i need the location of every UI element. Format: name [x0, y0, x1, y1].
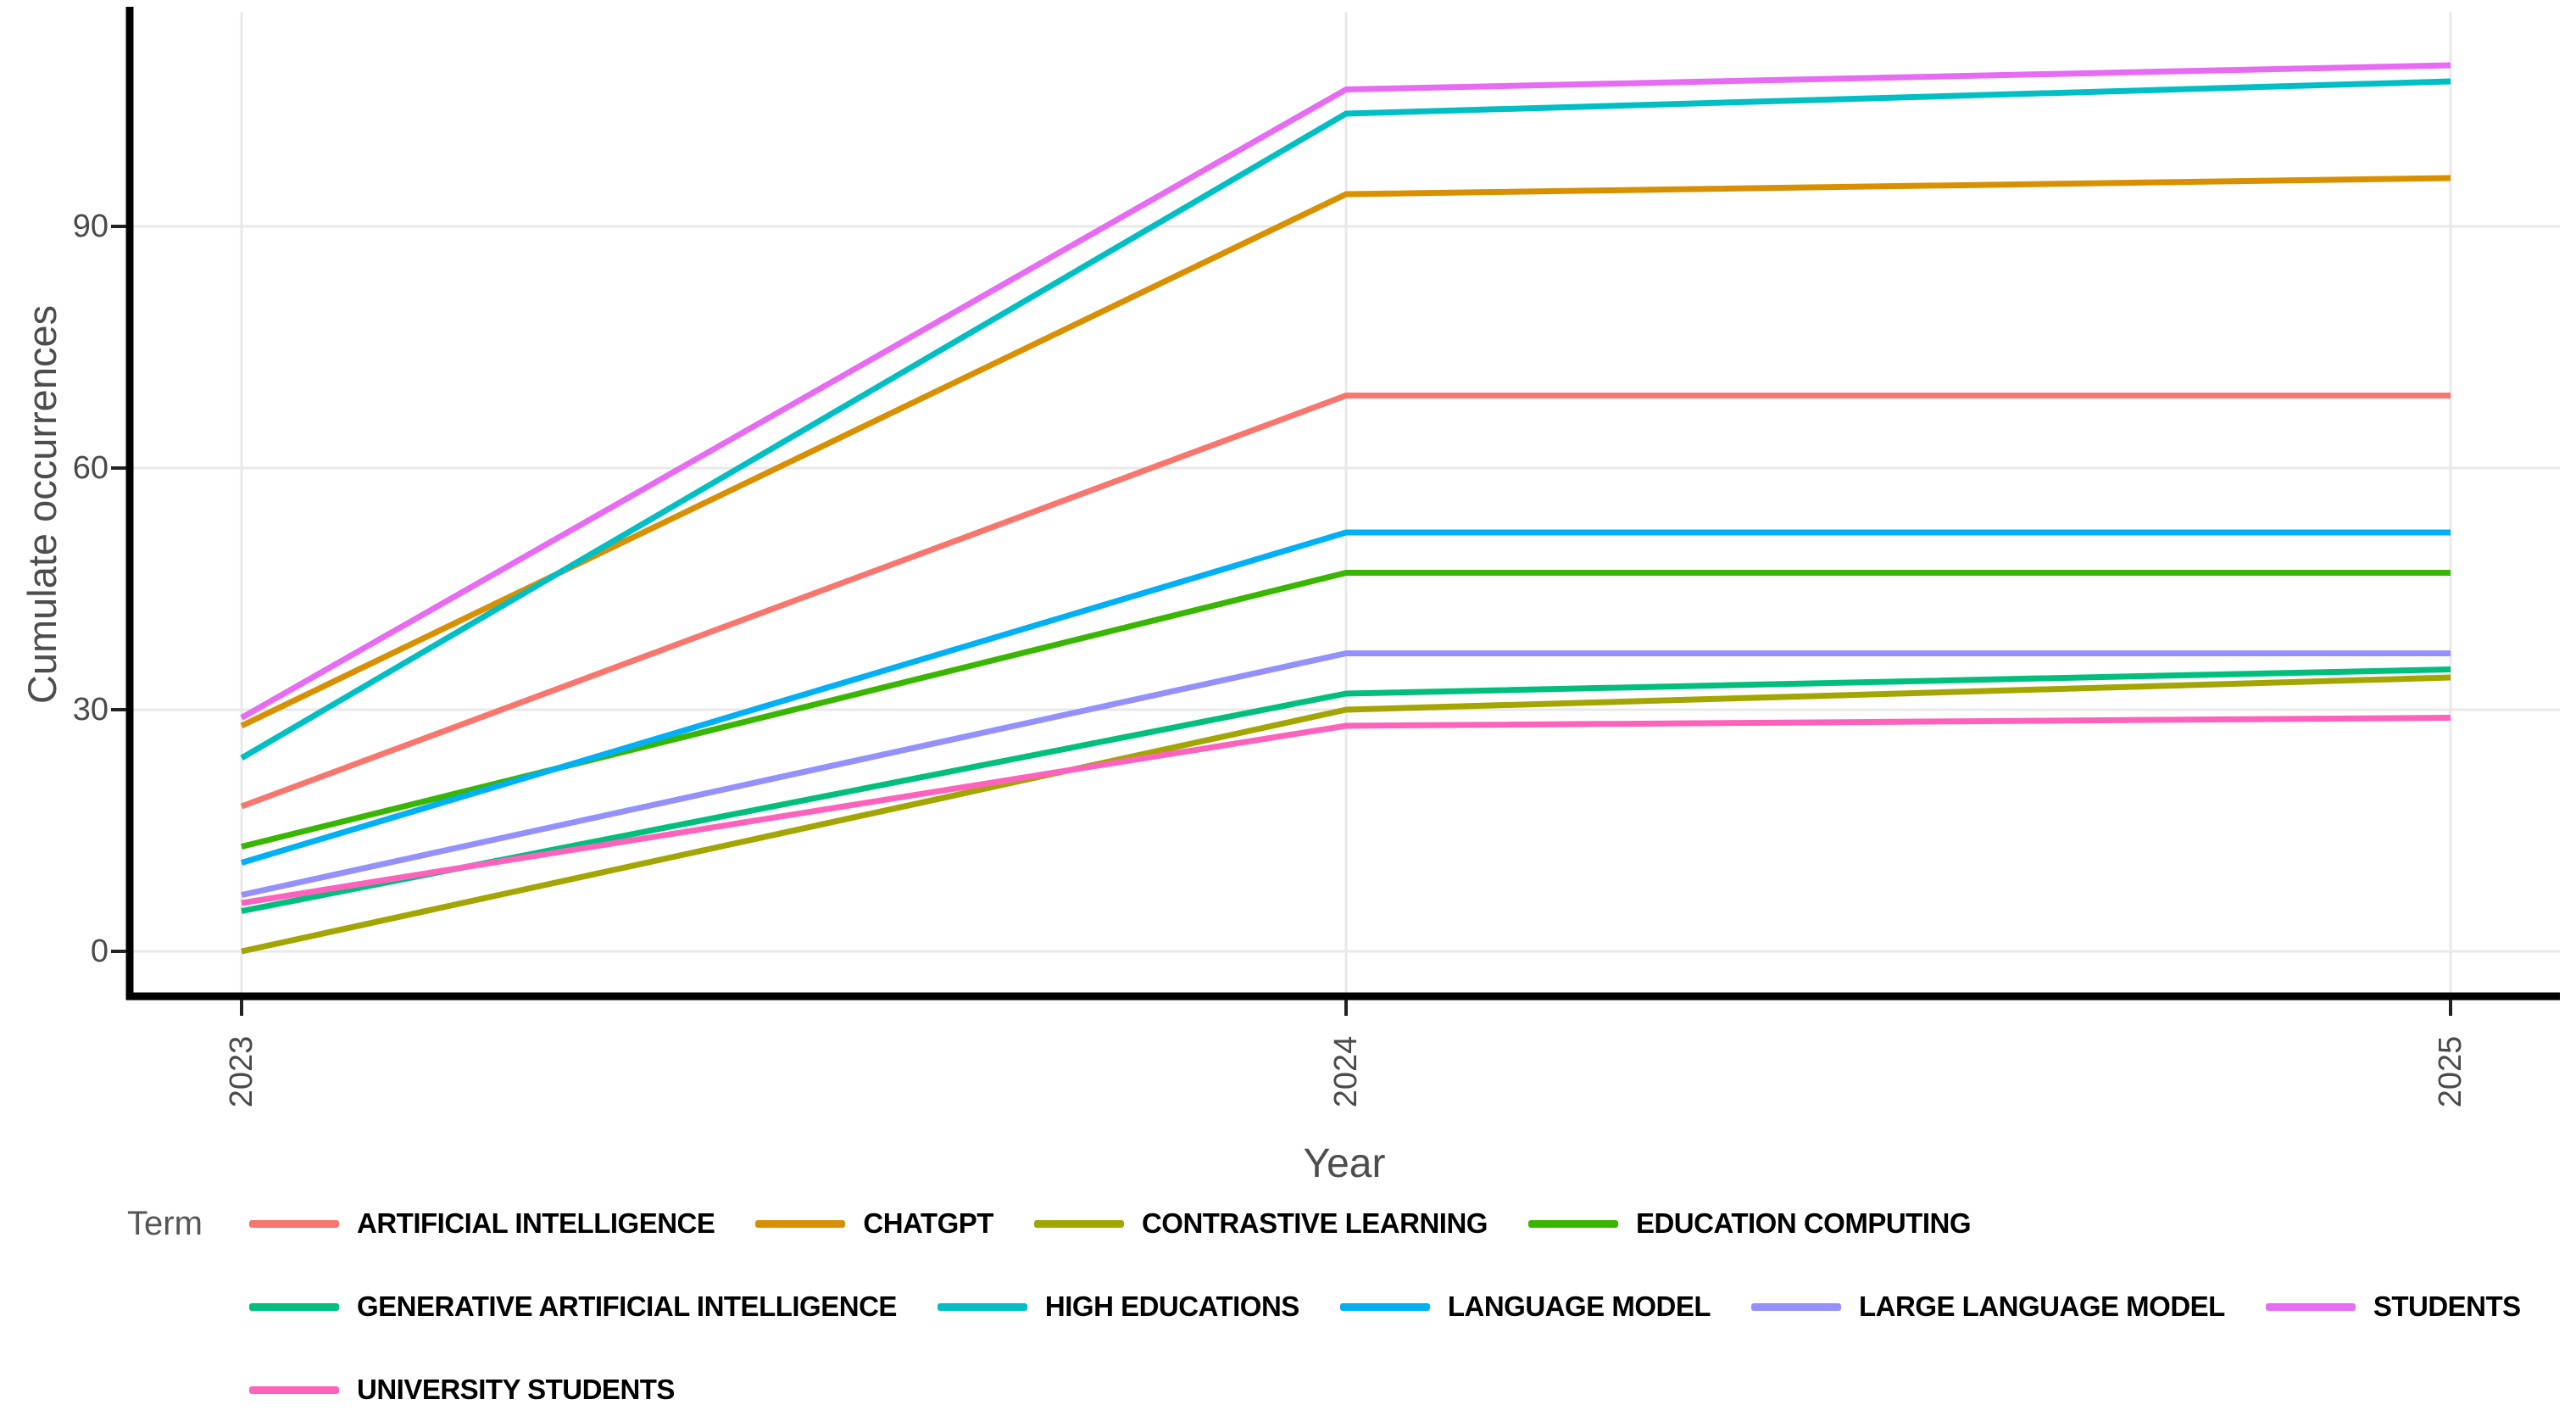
legend-label: STUDENTS — [2373, 1291, 2521, 1322]
y-tick-label: 0 — [90, 934, 108, 969]
legend-label: LARGE LANGUAGE MODEL — [1859, 1291, 2225, 1322]
legend-item-education-computing: EDUCATION COMPUTING — [1527, 1207, 1972, 1240]
legend-key-swatch — [249, 1302, 339, 1311]
legend-row: Term ARTIFICIAL INTELLIGENCE CHATGPT CONTR… — [127, 1182, 2576, 1265]
legend-item-university-students: UNIVERSITY STUDENTS — [249, 1374, 675, 1406]
y-tick-label: 90 — [72, 209, 108, 244]
legend-item-large-language-model: LARGE LANGUAGE MODEL — [1751, 1291, 2225, 1323]
y-axis-title: Cumulate occurrences — [19, 304, 64, 705]
legend-item-artificial-intelligence: ARTIFICIAL INTELLIGENCE — [249, 1207, 715, 1240]
legend-label: CHATGPT — [863, 1207, 993, 1239]
legend-item-chatgpt: CHATGPT — [755, 1207, 993, 1240]
x-tick-label: 2025 — [2433, 1035, 2468, 1108]
legend-item-students: STUDENTS — [2265, 1291, 2521, 1323]
legend-label: ARTIFICIAL INTELLIGENCE — [357, 1207, 715, 1239]
legend-key-swatch — [937, 1302, 1027, 1311]
legend-key-swatch — [249, 1219, 339, 1228]
legend-key-swatch — [249, 1385, 339, 1394]
legend-label: LANGUAGE MODEL — [1447, 1291, 1711, 1322]
series-line-generative-artificial-intelligence — [241, 666, 2451, 914]
x-tick-label: 2024 — [1328, 1035, 1364, 1108]
series-line-university-students — [241, 715, 2451, 906]
legend-item-generative-artificial-intelligence: GENERATIVE ARTIFICIAL INTELLIGENCE — [249, 1291, 897, 1323]
series-line-language-model — [240, 529, 2451, 866]
series-line-artificial-intelligence — [240, 393, 2451, 810]
legend-key-swatch — [1339, 1302, 1430, 1311]
legend-label: CONTRASTIVE LEARNING — [1141, 1207, 1488, 1239]
legend-item-high-educations: HIGH EDUCATIONS — [937, 1291, 1299, 1323]
legend-row: GENERATIVE ARTIFICIAL INTELLIGENCE HIGH E… — [127, 1265, 2576, 1348]
x-tick-label: 2023 — [224, 1035, 259, 1108]
y-tick-label: 30 — [72, 692, 108, 728]
legend: Term ARTIFICIAL INTELLIGENCE CHATGPT CONTR… — [127, 1182, 2576, 1416]
series-line-high-educations — [240, 78, 2451, 761]
x-axis-title: Year — [1303, 1141, 1386, 1186]
legend-key-swatch — [1033, 1219, 1124, 1228]
legend-label: EDUCATION COMPUTING — [1635, 1207, 1972, 1239]
legend-item-language-model: LANGUAGE MODEL — [1339, 1291, 1711, 1323]
series-line-large-language-model — [241, 650, 2451, 898]
series-line-students — [240, 62, 2451, 721]
legend-label: UNIVERSITY STUDENTS — [357, 1374, 675, 1405]
series-line-chatgpt — [240, 175, 2451, 729]
legend-key-swatch — [1751, 1302, 1841, 1311]
legend-label: HIGH EDUCATIONS — [1044, 1291, 1299, 1322]
legend-title: Term — [127, 1204, 203, 1242]
legend-label: GENERATIVE ARTIFICIAL INTELLIGENCE — [357, 1291, 897, 1322]
series-line-contrastive-learning — [241, 674, 2451, 955]
legend-item-contrastive-learning: CONTRASTIVE LEARNING — [1033, 1207, 1488, 1240]
legend-key-swatch — [2265, 1302, 2356, 1311]
legend-key-swatch — [1527, 1219, 1618, 1228]
legend-key-swatch — [755, 1219, 846, 1228]
y-tick-label: 60 — [72, 450, 108, 486]
legend-row: UNIVERSITY STUDENTS — [127, 1348, 2576, 1416]
